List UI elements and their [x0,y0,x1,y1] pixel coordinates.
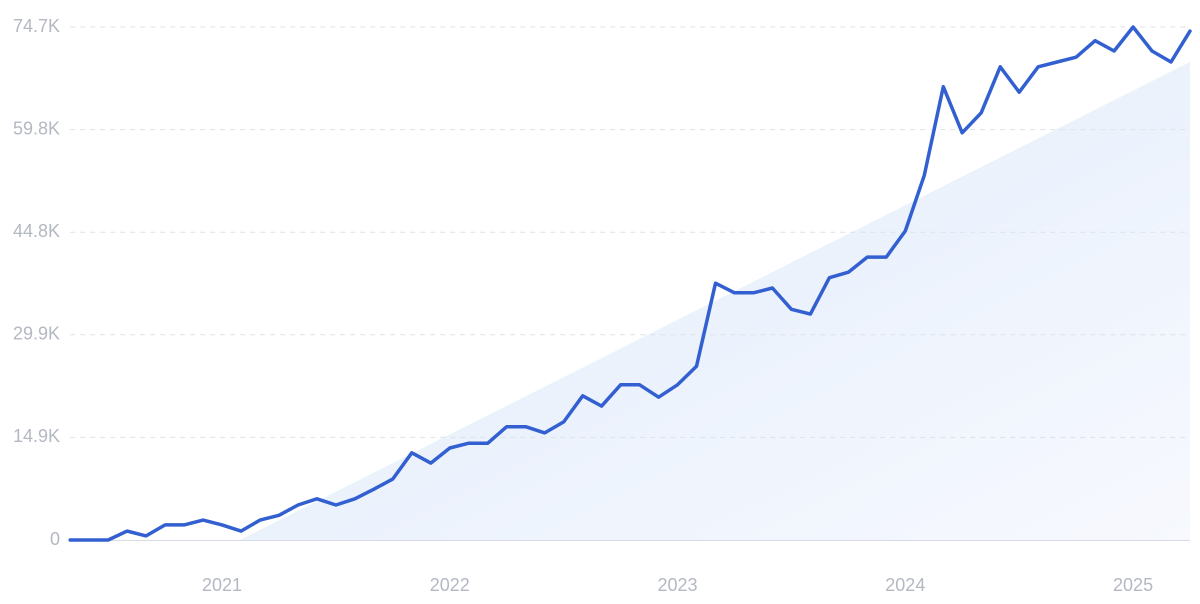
y-tick-label: 59.8K [13,118,60,138]
y-tick-label: 44.8K [13,221,60,241]
y-tick-label: 29.9K [13,324,60,344]
x-tick-label: 2023 [658,575,698,595]
x-tick-label: 2024 [885,575,925,595]
x-tick-label: 2021 [202,575,242,595]
line [68,25,1192,542]
y-tick-label: 14.9K [13,426,60,446]
x-tick-label: 2025 [1113,575,1153,595]
background-shape [240,62,1190,540]
x-tick-label: 2022 [430,575,470,595]
y-tick-label: 0 [50,529,60,549]
y-tick-label: 74.7K [13,16,60,36]
